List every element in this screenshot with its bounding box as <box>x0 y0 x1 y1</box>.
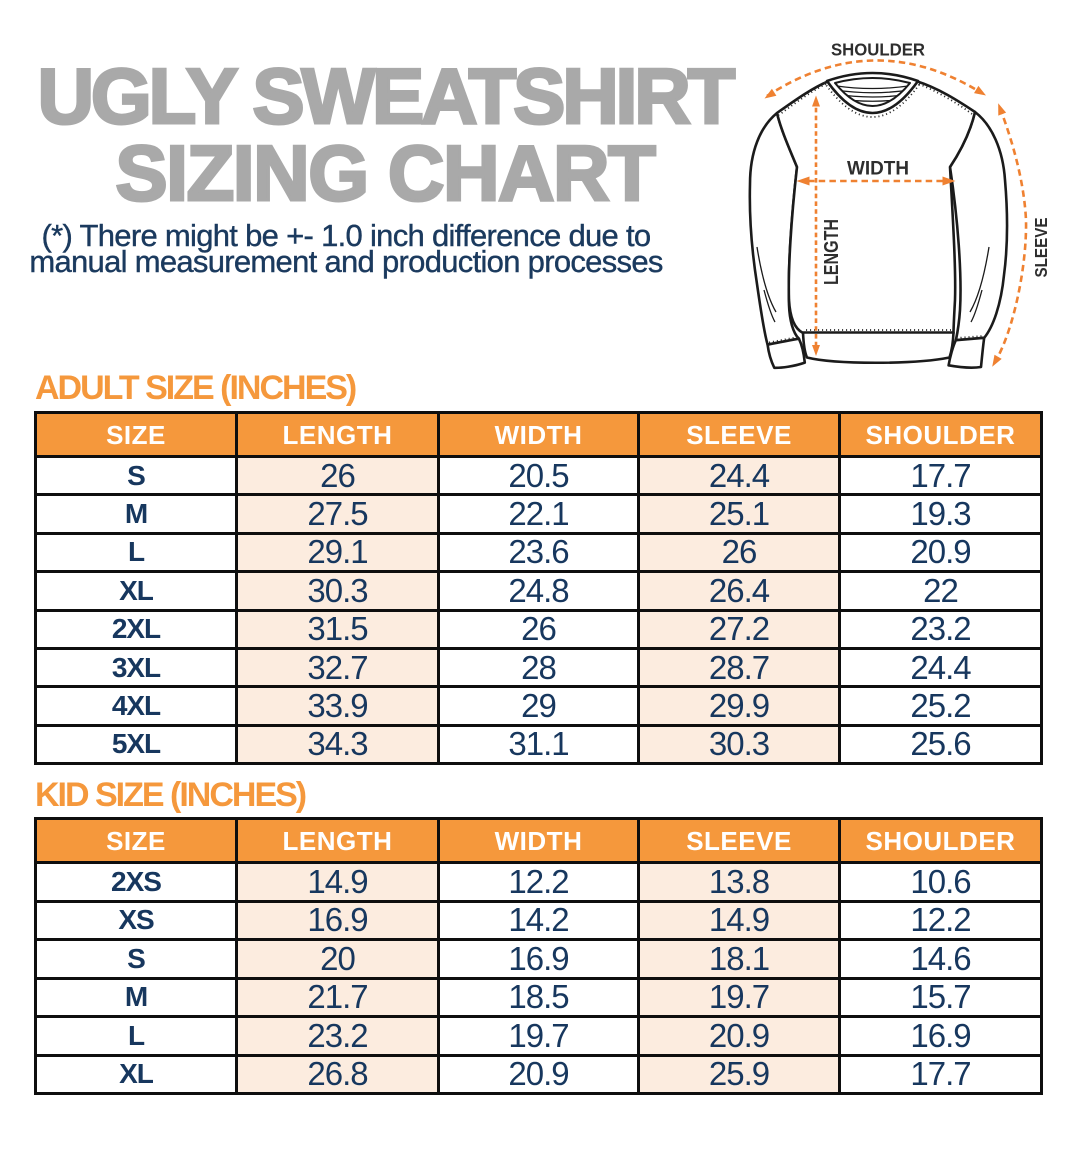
svg-text:SLEEVE: SLEEVE <box>1031 218 1051 278</box>
svg-text:LENGTH: LENGTH <box>821 219 843 285</box>
svg-text:SHOULDER: SHOULDER <box>831 40 925 60</box>
svg-text:WIDTH: WIDTH <box>847 158 909 180</box>
